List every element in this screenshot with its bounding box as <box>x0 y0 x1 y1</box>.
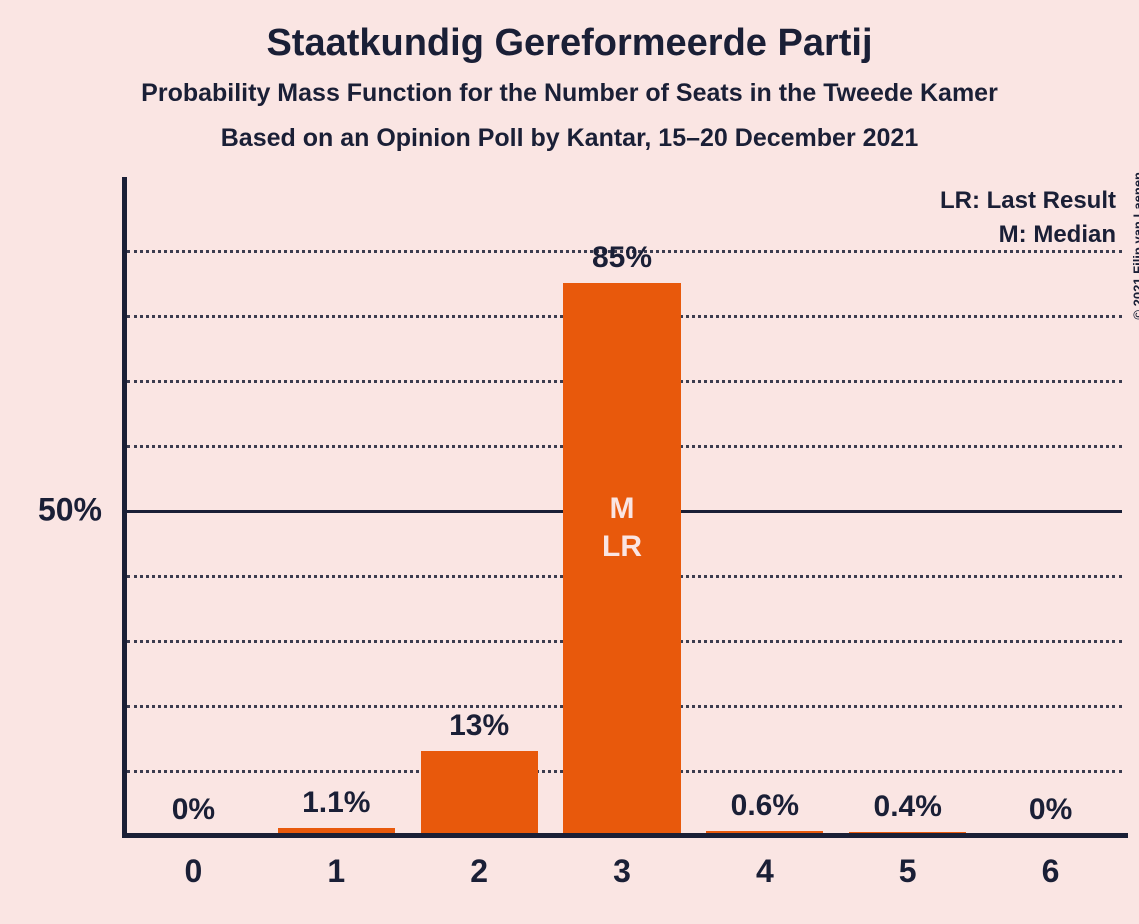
chart-title: Staatkundig Gereformeerde Partij <box>0 0 1139 65</box>
bar <box>421 751 538 836</box>
x-axis-label: 5 <box>899 853 917 890</box>
bar-value-label: 85% <box>592 241 652 275</box>
x-axis-label: 4 <box>756 853 774 890</box>
x-axis-label: 3 <box>613 853 631 890</box>
legend-lr: LR: Last Result <box>940 187 1116 215</box>
y-axis-label: 50% <box>38 492 102 529</box>
y-axis <box>122 177 127 835</box>
bar-value-label: 1.1% <box>302 786 370 820</box>
chart-subtitle-1: Probability Mass Function for the Number… <box>0 65 1139 108</box>
x-axis <box>122 833 1128 838</box>
bar-value-label: 0% <box>1029 793 1072 827</box>
bar-inner-label: MLR <box>602 490 642 565</box>
chart-plot-area: 50%0%01.1%113%285%3MLR0.6%40.4%50%6LR: L… <box>122 185 1122 835</box>
x-axis-label: 2 <box>470 853 488 890</box>
x-axis-label: 0 <box>185 853 203 890</box>
bar-value-label: 0.4% <box>874 790 942 824</box>
copyright-text: © 2021 Filip van Laenen <box>1131 172 1139 320</box>
bar-value-label: 0.6% <box>731 789 799 823</box>
x-axis-label: 6 <box>1042 853 1060 890</box>
chart-subtitle-2: Based on an Opinion Poll by Kantar, 15–2… <box>0 108 1139 153</box>
legend-m: M: Median <box>999 221 1116 249</box>
bar-value-label: 0% <box>172 793 215 827</box>
x-axis-label: 1 <box>327 853 345 890</box>
bar-value-label: 13% <box>449 709 509 743</box>
